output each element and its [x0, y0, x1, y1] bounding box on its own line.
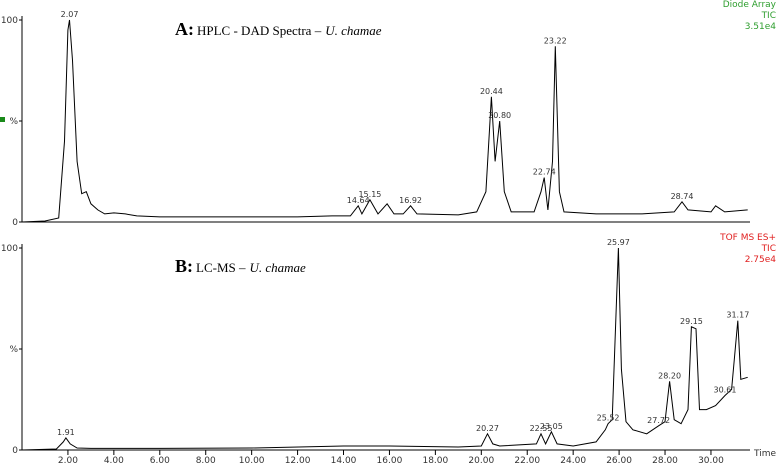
peak-label: 20.27	[476, 424, 499, 433]
x-tick-label: 18.00	[422, 456, 448, 465]
y-tick-label: %	[9, 345, 18, 355]
panel-label: A:	[175, 19, 194, 39]
peak-label: 23.22	[544, 36, 567, 45]
peak-label: 20.80	[488, 111, 511, 120]
detector-label: TOF MS ES+	[719, 233, 776, 243]
detector-label: 3.51e4	[745, 22, 777, 32]
title-species: U. chamae	[249, 260, 306, 275]
detector-label: 2.75e4	[745, 255, 777, 265]
peak-label: 22.74	[533, 168, 556, 177]
title-species: U. chamae	[325, 23, 382, 38]
x-tick-label: 28.00	[652, 456, 678, 465]
peak-label: 28.74	[671, 192, 694, 201]
x-tick-label: 16.00	[377, 456, 403, 465]
detector-label: Diode Array	[723, 0, 777, 10]
peak-label: 27.72	[647, 416, 670, 425]
x-tick-label: 4.00	[104, 456, 124, 465]
peak-label: 29.15	[680, 317, 703, 326]
peak-label: 31.17	[726, 311, 749, 320]
detector-label: TIC	[761, 244, 776, 254]
detector-label: TIC	[761, 11, 776, 21]
peak-label: 14.64	[347, 196, 370, 205]
x-axis-label: Time	[753, 449, 776, 459]
x-tick-label: 30.00	[698, 456, 724, 465]
x-tick-label: 14.00	[331, 456, 357, 465]
title-text: LC-MS –	[196, 260, 246, 275]
x-tick-label: 12.00	[285, 456, 311, 465]
x-tick-label: 2.00	[58, 456, 78, 465]
title-text: HPLC - DAD Spectra –	[197, 23, 322, 38]
peak-label: 25.97	[607, 238, 630, 247]
peak-label: 22.55	[530, 424, 553, 433]
peak-label: 2.07	[61, 10, 79, 19]
peak-label: 28.20	[658, 371, 681, 380]
x-tick-label: 22.00	[514, 456, 540, 465]
y-tick-label: %	[9, 117, 18, 127]
panel-title: B: LC-MS – U. chamae	[175, 256, 306, 276]
x-tick-label: 20.00	[468, 456, 494, 465]
trace	[21, 19, 748, 223]
peak-label: 20.44	[480, 87, 503, 96]
peak-label: 16.92	[399, 196, 422, 205]
y-tick-label: 0	[12, 218, 18, 228]
peak-label: 1.91	[57, 428, 75, 437]
x-tick-label: 26.00	[606, 456, 632, 465]
channel-marker	[0, 117, 5, 122]
x-tick-label: 24.00	[560, 456, 586, 465]
y-tick-label: 0	[12, 446, 18, 456]
y-tick-label: 100	[1, 16, 18, 26]
peak-label: 15.15	[358, 190, 381, 199]
x-tick-label: 8.00	[196, 456, 216, 465]
x-tick-label: 6.00	[150, 456, 170, 465]
panel-label: B:	[175, 256, 193, 276]
trace	[21, 247, 748, 451]
peak-label: 23.05	[540, 422, 563, 431]
x-tick-label: 10.00	[239, 456, 265, 465]
peak-label: 25.52	[597, 414, 620, 423]
panel-title: A: HPLC - DAD Spectra – U. chamae	[175, 19, 382, 39]
peak-label: 30.61	[714, 385, 737, 394]
y-tick-label: 100	[1, 244, 18, 254]
